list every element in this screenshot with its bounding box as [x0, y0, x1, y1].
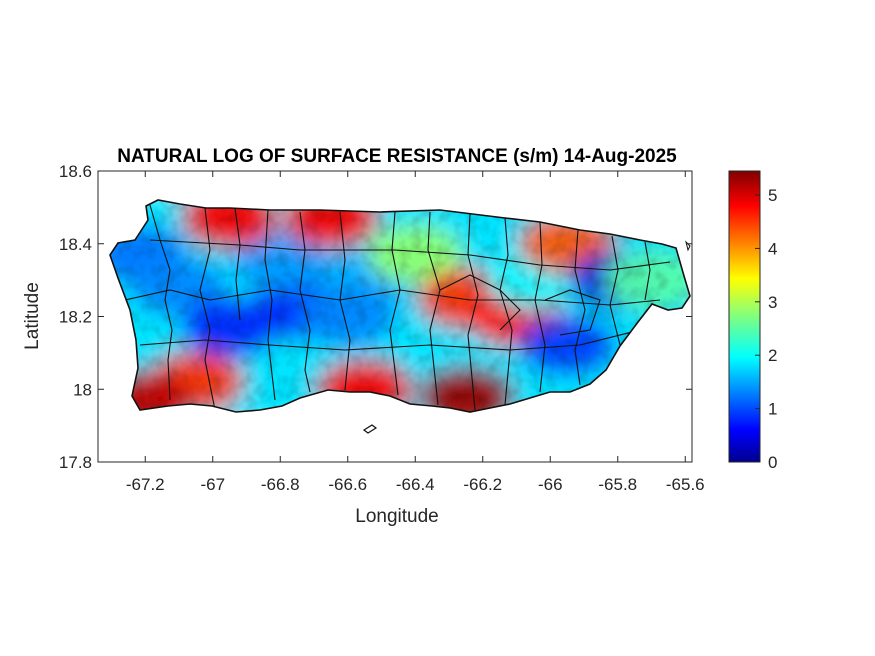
y-tick-label: 18.2 [59, 308, 92, 327]
colorbar-tick-label: 3 [768, 293, 777, 312]
colorbar-tick-label: 5 [768, 186, 777, 205]
x-tick-label: -66.6 [328, 475, 367, 494]
x-tick-label: -66 [538, 475, 563, 494]
boundary-line [124, 289, 661, 306]
field-speckle [110, 200, 690, 412]
y-axis-label: Latitude [22, 282, 43, 350]
boundary-line [149, 239, 671, 271]
x-tick-label: -67.2 [126, 475, 165, 494]
y-tick-label: 18.6 [59, 162, 92, 181]
x-tick-label: -66.8 [261, 475, 300, 494]
y-tick-label: 18 [73, 380, 92, 399]
boundary-line [299, 211, 311, 393]
plot-title: NATURAL LOG OF SURFACE RESISTANCE (s/m) … [117, 146, 677, 167]
x-axis: -67.2 -67 -66.8 -66.6 -66.4 -66.2 -66 -65.8 -65.… [126, 171, 705, 494]
x-tick-label: -65.6 [666, 475, 705, 494]
y-tick-label: 18.4 [59, 235, 92, 254]
y-axis: 17.8 18 18.2 18.4 18.6 [59, 162, 692, 472]
boundary-line [439, 274, 521, 331]
boundary-line [139, 329, 641, 351]
x-tick-label: -66.4 [396, 475, 435, 494]
colorbar-tick-label: 1 [768, 400, 777, 419]
x-tick-label: -65.8 [598, 475, 637, 494]
boundary-line [544, 289, 601, 336]
colorbar-ticks: 0 1 2 3 4 5 [755, 186, 777, 472]
small-island [362, 424, 378, 434]
boundary-line [609, 235, 621, 346]
colorbar-tick-label: 4 [768, 239, 777, 258]
colorbar-tick-label: 0 [768, 453, 777, 472]
x-tick-label: -67 [200, 475, 225, 494]
boundary-line [644, 241, 651, 301]
boundary-line [574, 229, 586, 386]
coastline [109, 199, 691, 413]
colorbar [728, 170, 761, 463]
x-tick-label: -66.2 [463, 475, 502, 494]
boundary-line [149, 204, 173, 401]
boundary-line [264, 209, 276, 401]
x-axis-label: Longitude [355, 506, 438, 527]
boundary-line [467, 213, 479, 411]
boundary-line [234, 207, 241, 321]
colorbar-tick-label: 2 [768, 346, 777, 365]
y-tick-label: 17.8 [59, 453, 92, 472]
municipality-boundaries [124, 204, 671, 411]
